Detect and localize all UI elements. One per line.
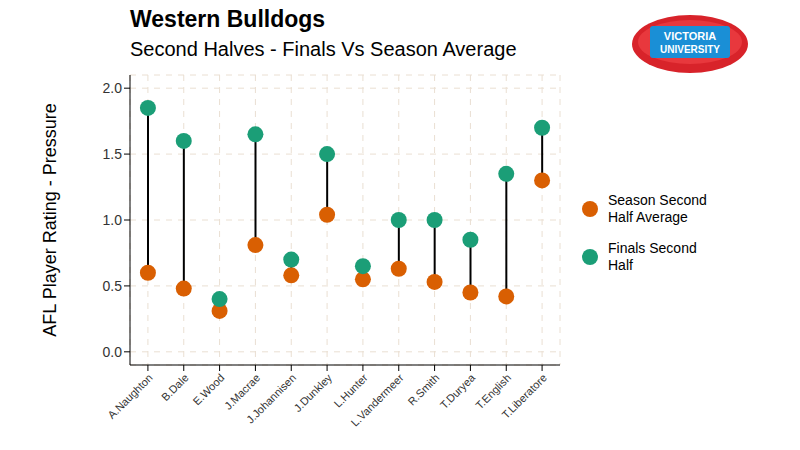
svg-text:AFL Player Rating - Pressure: AFL Player Rating - Pressure (40, 103, 60, 336)
svg-text:0.5: 0.5 (103, 278, 123, 294)
html-text:Season Second Half Average: Season Second Half Average (608, 192, 707, 225)
html-text:Western Bulldogs: Western Bulldogs (130, 6, 326, 32)
svg-text:1.0: 1.0 (103, 212, 123, 228)
svg-text:2.0: 2.0 (103, 80, 123, 96)
svg-text:T.Liberatore: T.Liberatore (499, 371, 549, 421)
svg-text:A.Naughton: A.Naughton (105, 371, 155, 421)
svg-text:L.Vandermeer: L.Vandermeer (348, 371, 405, 428)
svg-text:1.5: 1.5 (103, 146, 123, 162)
svg-text:L.Hunter: L.Hunter (331, 371, 370, 410)
svg-text:UNIVERSITY: UNIVERSITY (660, 44, 720, 55)
svg-text:B.Dale: B.Dale (159, 371, 191, 403)
svg-text:J.Dunkley: J.Dunkley (291, 371, 334, 414)
svg-text:0.0: 0.0 (103, 344, 123, 360)
svg-text:T.Duryea: T.Duryea (438, 371, 478, 411)
svg-text:T.English: T.English (473, 371, 514, 412)
svg-text:J.Macrae: J.Macrae (221, 371, 263, 412)
html-text:Finals Second Half: Finals Second Half (608, 240, 697, 273)
html-text:Second Halves - Finals Vs Seas: Second Halves - Finals Vs Season Average (130, 38, 517, 60)
svg-text:VICTORIA: VICTORIA (664, 30, 716, 42)
svg-text:E.Wood: E.Wood (191, 371, 227, 407)
svg-text:R.Smith: R.Smith (405, 371, 441, 407)
svg-text:J.Johannisen: J.Johannisen (244, 371, 298, 425)
